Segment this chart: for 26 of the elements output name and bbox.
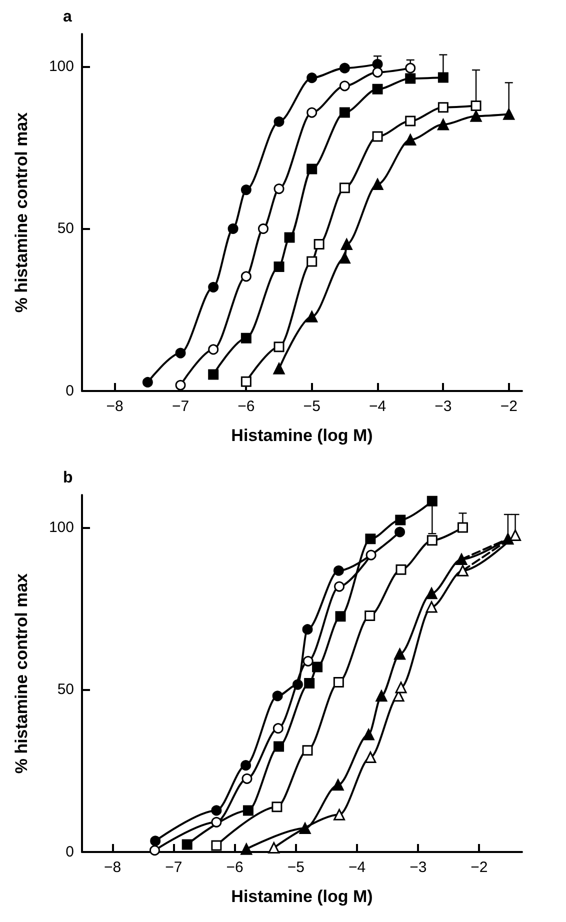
y-tick-label: 50 (57, 220, 74, 238)
x-tick-label: −6 (226, 859, 244, 876)
x-tick-label: −5 (303, 398, 320, 415)
x-tick-label: −3 (434, 398, 452, 415)
x-tick-label: −6 (238, 398, 255, 415)
x-axis-title: Histamine (log M) (231, 887, 373, 906)
y-axis-title: % histamine control max (12, 112, 31, 313)
x-tick-label: −5 (287, 859, 304, 876)
x-tick-label: −3 (410, 859, 427, 876)
y-tick-label: 50 (57, 681, 74, 698)
chart-title: b (63, 470, 73, 486)
y-tick-label: 100 (48, 58, 74, 75)
x-tick-label: −8 (104, 859, 122, 876)
x-tick-label: −8 (106, 398, 124, 415)
x-tick-label: −2 (470, 859, 488, 876)
y-tick-label: 0 (66, 844, 74, 860)
x-tick-label: −4 (368, 398, 386, 415)
x-tick-label: −7 (172, 398, 190, 415)
x-tick-label: −2 (500, 398, 518, 415)
chart-title: a (63, 8, 72, 26)
y-axis-title: % histamine control max (12, 572, 31, 774)
x-tick-label: −7 (165, 859, 182, 876)
x-tick-label: −4 (348, 859, 366, 876)
x-axis-title: Histamine (log M) (231, 426, 373, 445)
y-tick-label: 100 (48, 518, 74, 536)
y-tick-label: 0 (66, 382, 74, 400)
